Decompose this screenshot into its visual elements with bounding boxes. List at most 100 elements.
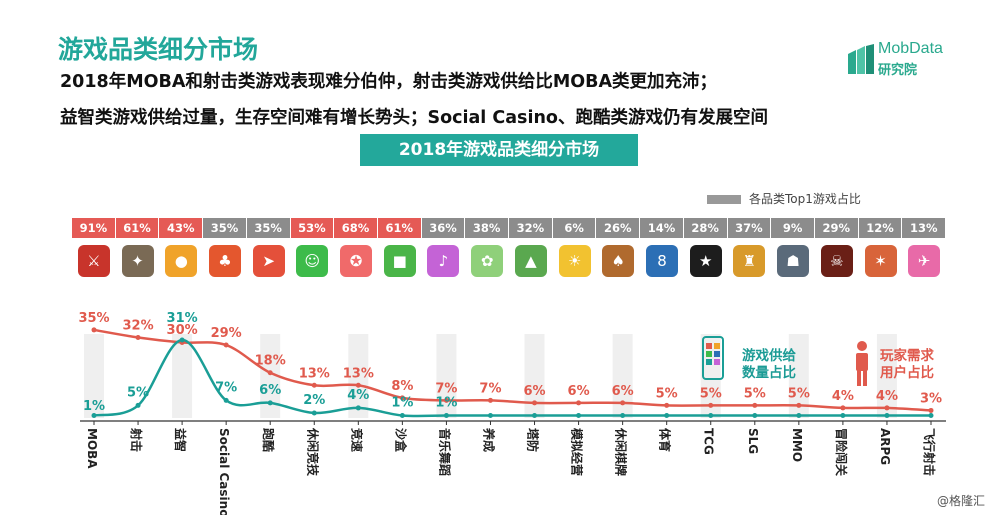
top1-share-cell: 43% <box>159 218 204 238</box>
point-users <box>620 400 626 406</box>
top1-share-cell: 61% <box>115 218 160 238</box>
top1-share-cell: 38% <box>465 218 510 238</box>
column-band <box>788 334 809 418</box>
point-supply <box>708 412 714 418</box>
tcg-card-icon: ★ <box>689 245 722 277</box>
point-supply <box>664 412 670 418</box>
label-users: 7% <box>479 381 501 396</box>
label-users: 6% <box>568 384 590 399</box>
point-supply <box>223 397 229 403</box>
x-tick-label: 益智 <box>173 428 188 452</box>
series-line-users <box>93 328 932 412</box>
point-users <box>443 397 449 403</box>
label-users: 4% <box>876 389 898 404</box>
game-icon-cell: ☺ <box>291 240 335 282</box>
column-band <box>524 334 545 418</box>
top1-share-cell: 61% <box>377 218 422 238</box>
game-icon-cell: ★ <box>684 240 728 282</box>
top1-share-row: 91% 61% 43% 35% 35% 53% 68% 61% 36% 38% 32% 6% 26% 14… <box>72 218 947 238</box>
point-supply <box>884 412 890 418</box>
moba-hero-icon: ⚔ <box>77 245 110 277</box>
label-users: 3% <box>920 391 942 406</box>
x-tick-label: 养成 <box>481 427 496 452</box>
raising-pet-icon: ✿ <box>471 245 504 277</box>
label-supply: 6% <box>259 383 281 398</box>
label-supply: 31% <box>167 311 198 326</box>
top1-share-cell: 9% <box>771 218 815 238</box>
x-tick-label: 竞速 <box>349 428 364 452</box>
top1-share-cell: 14% <box>640 218 684 238</box>
label-users: 29% <box>211 326 242 341</box>
adventure-dark-icon: ☠ <box>820 245 853 277</box>
mmo-warrior-icon: ☗ <box>777 245 810 277</box>
x-tick-label: 飞行射击 <box>922 428 937 476</box>
label-users: 18% <box>255 354 286 369</box>
top1-share-cell: 35% <box>203 218 247 238</box>
x-tick-label: Social Casino <box>217 428 231 515</box>
label-users: 13% <box>299 366 330 381</box>
sandbox-block-icon: ■ <box>383 245 416 277</box>
person-icon <box>856 341 868 386</box>
top1-share-cell: 12% <box>858 218 903 238</box>
label-users: 30% <box>167 323 198 338</box>
game-icon-cell: ♪ <box>422 240 466 282</box>
point-users <box>928 407 934 413</box>
music-dance-icon: ♪ <box>427 245 460 277</box>
tower-defense-icon: ▲ <box>514 245 547 277</box>
racing-kart-icon: ✪ <box>340 245 373 277</box>
legend-label: 各品类Top1游戏占比 <box>749 192 861 206</box>
point-supply <box>840 412 846 418</box>
point-users <box>840 405 846 411</box>
point-supply <box>532 412 538 418</box>
supply-annotation-line2: 数量占比 <box>742 365 796 381</box>
x-tick-label: 模拟经营 <box>570 428 585 476</box>
top1-share-cell: 53% <box>290 218 335 238</box>
label-users: 35% <box>78 311 109 326</box>
game-icon-cell: 8 <box>640 240 684 282</box>
logo-sub: 研究院 <box>878 63 918 78</box>
top1-share-cell: 35% <box>246 218 291 238</box>
top1-share-cell: 26% <box>596 218 641 238</box>
point-users <box>355 382 361 388</box>
game-icon-cell: ● <box>159 240 203 282</box>
game-icon-row: ⚔ ✦ ● ♣ ➤ ☺ ✪ ■ ♪ ✿ ▲ ☀ ♠ 8 ★ ♜ ☗ ☠ ✶ ✈ <box>72 240 946 282</box>
chart-banner: 2018年游戏品类细分市场 <box>360 134 638 166</box>
game-icon-cell: ✪ <box>334 240 378 282</box>
point-supply <box>91 412 97 418</box>
label-users: 5% <box>788 386 810 401</box>
column-band <box>612 334 633 418</box>
supply-annotation-line1: 游戏供给 <box>742 348 796 364</box>
game-icon-cell: ☠ <box>815 240 859 282</box>
label-supply: 1% <box>391 395 413 410</box>
x-tick-label: 音乐舞蹈 <box>437 428 452 476</box>
label-users: 32% <box>122 318 153 333</box>
shooter-soldier-icon: ✦ <box>121 245 154 277</box>
chart-legend: 各品类Top1游戏占比 <box>707 190 861 207</box>
point-users <box>532 400 538 406</box>
game-icon-cell: ☗ <box>771 240 815 282</box>
slg-clan-icon: ♜ <box>733 245 766 277</box>
game-icon-cell: ▲ <box>509 240 553 282</box>
mobdata-logo-icon <box>848 44 874 74</box>
label-supply: 7% <box>215 380 237 395</box>
game-icon-cell: ♠ <box>596 240 640 282</box>
point-users <box>267 370 273 376</box>
supply-annotation: 游戏供给 数量占比 <box>702 336 796 382</box>
point-users <box>91 327 97 333</box>
label-users: 13% <box>343 366 374 381</box>
subtitle-line-1: 2018年MOBA和射击类游戏表现难分伯仲，射击类游戏供给比MOBA类更加充沛； <box>60 72 718 92</box>
column-band <box>876 334 897 418</box>
point-users <box>796 402 802 408</box>
demand-annotation: 玩家需求 用户占比 <box>856 341 934 386</box>
point-users <box>884 405 890 411</box>
game-icon-cell: ♣ <box>203 240 247 282</box>
game-icon-cell: ♜ <box>728 240 772 282</box>
game-icon-cell: ✶ <box>859 240 903 282</box>
puzzle-candy-icon: ● <box>165 245 198 277</box>
page-title: 游戏品类细分市场 <box>58 35 259 64</box>
x-tick-label: TCG <box>702 428 716 455</box>
column-band <box>172 334 193 418</box>
point-supply <box>399 412 405 418</box>
game-icon-cell: ✿ <box>465 240 509 282</box>
